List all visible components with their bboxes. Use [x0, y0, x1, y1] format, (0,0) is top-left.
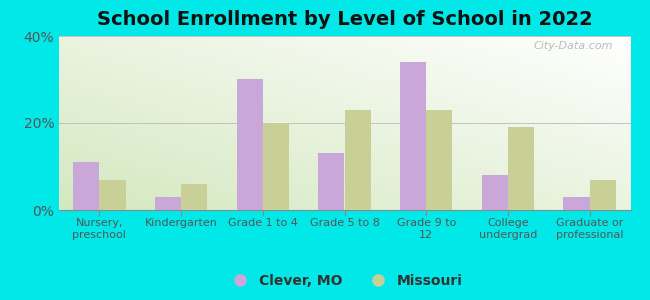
Bar: [263, 123, 289, 210]
Bar: [564, 197, 590, 210]
Bar: [426, 110, 452, 210]
Bar: [237, 80, 263, 210]
Bar: [508, 127, 534, 210]
Bar: [482, 175, 508, 210]
Bar: [181, 184, 207, 210]
Bar: [99, 179, 125, 210]
Bar: [73, 162, 99, 210]
Bar: [318, 154, 344, 210]
Text: City-Data.com: City-Data.com: [534, 41, 614, 51]
Bar: [344, 110, 370, 210]
Legend: Clever, MO, Missouri: Clever, MO, Missouri: [220, 268, 469, 293]
Bar: [155, 197, 181, 210]
Bar: [590, 179, 616, 210]
Title: School Enrollment by Level of School in 2022: School Enrollment by Level of School in …: [97, 10, 592, 29]
Bar: [400, 62, 426, 210]
